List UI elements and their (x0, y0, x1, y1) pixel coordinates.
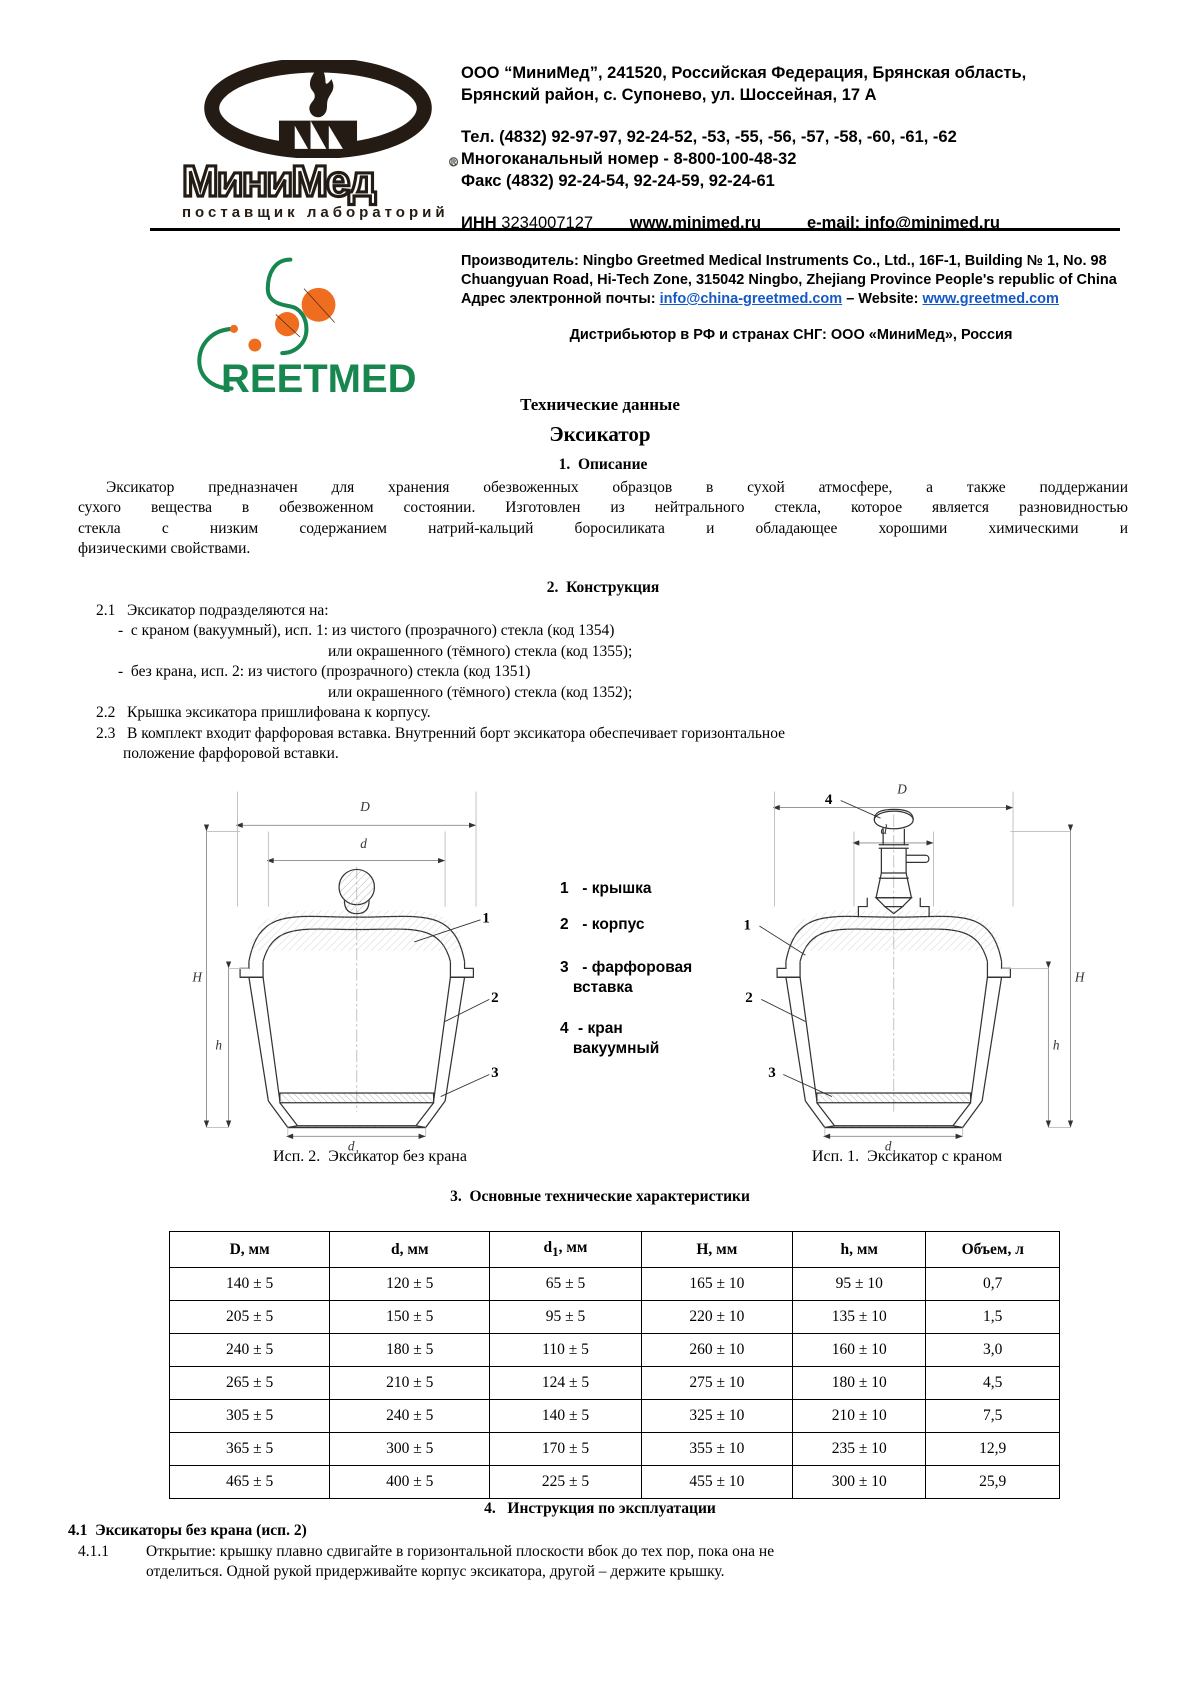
svg-text:H: H (1074, 970, 1086, 985)
svg-text:h: h (1053, 1038, 1060, 1053)
svg-text:3: 3 (768, 1065, 776, 1081)
svg-text:1: 1 (482, 910, 490, 926)
svg-text:D: D (896, 781, 907, 796)
svg-text:h: h (215, 1038, 222, 1053)
svg-text:4: 4 (825, 792, 833, 808)
svg-text:2: 2 (745, 990, 753, 1006)
svg-text:3: 3 (491, 1065, 499, 1081)
svg-text:d: d (360, 836, 367, 851)
svg-text:D: D (359, 799, 370, 814)
svg-text:H: H (191, 970, 203, 985)
svg-text:2: 2 (491, 990, 499, 1006)
svg-text:1: 1 (744, 918, 752, 934)
svg-text:d: d (880, 822, 887, 837)
